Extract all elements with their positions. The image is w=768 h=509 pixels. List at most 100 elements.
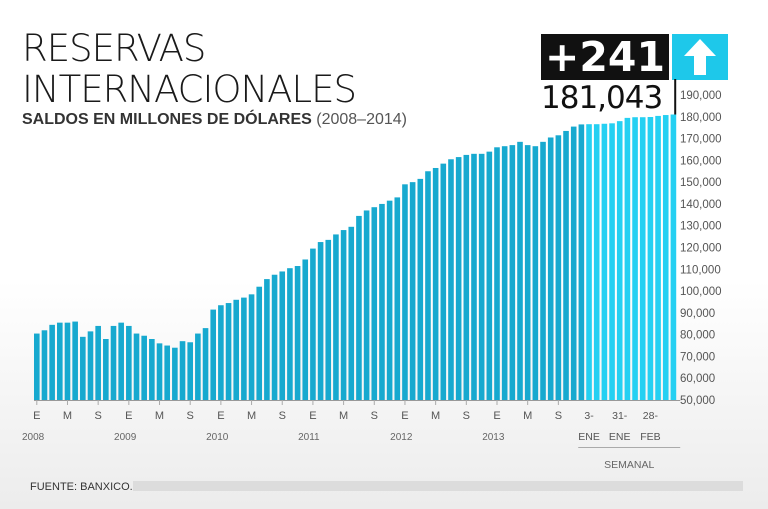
bar: [264, 279, 270, 400]
bar: [202, 328, 209, 400]
bar: [356, 215, 362, 400]
weekly-tick-day: 3-: [584, 410, 594, 422]
bar: [432, 167, 439, 400]
x-tick-label: E: [401, 410, 408, 422]
bar: [294, 266, 301, 400]
x-tick-label: M: [339, 410, 348, 422]
bar: [187, 342, 193, 400]
bar: [402, 184, 408, 400]
year-label: 2009: [114, 432, 137, 443]
bar: [440, 163, 447, 401]
bar: [471, 153, 477, 400]
bar: [662, 115, 669, 400]
weekly-section-label: SEMANAL: [604, 459, 654, 471]
x-tick-label: M: [155, 410, 164, 422]
bar: [103, 339, 109, 400]
x-tick-label: M: [523, 410, 532, 422]
bar: [310, 248, 316, 400]
x-tick-label: E: [125, 410, 132, 422]
bar: [593, 124, 600, 400]
weekly-tick-month: ENE: [609, 431, 631, 443]
bar: [72, 321, 78, 400]
x-tick-label: M: [247, 410, 256, 422]
bar: [609, 123, 615, 400]
arrow-up-icon-graphic: [684, 39, 716, 75]
bar: [647, 117, 654, 400]
bar: [233, 299, 240, 400]
bar: [218, 305, 224, 400]
bar: [302, 259, 309, 400]
y-tick-label: 160,000: [680, 155, 722, 167]
bar: [501, 146, 508, 400]
chart-title: RESERVAS INTERNACIONALES: [22, 28, 357, 111]
bar: [555, 135, 562, 401]
y-tick-label: 50,000: [680, 395, 715, 407]
bar: [655, 115, 661, 400]
bar: [317, 242, 324, 400]
y-tick-label: 180,000: [680, 112, 722, 124]
x-tick-label: M: [431, 410, 440, 422]
bar: [271, 274, 278, 400]
y-tick-label: 150,000: [680, 177, 722, 189]
bar: [540, 141, 546, 400]
bar: [486, 151, 493, 400]
bar: [417, 178, 424, 401]
y-tick-label: 140,000: [680, 199, 722, 211]
weekly-tick-day: 28-: [643, 410, 659, 422]
bar: [87, 331, 94, 401]
bar: [348, 226, 355, 400]
year-label: 2012: [390, 432, 413, 443]
bar: [279, 271, 286, 400]
bar: [57, 322, 63, 400]
bar: [110, 325, 117, 400]
bar: [509, 145, 516, 400]
chart-subtitle: SALDOS EN MILLONES DE DÓLARES (2008–2014…: [22, 111, 407, 129]
x-tick-label: E: [217, 410, 224, 422]
bar: [455, 157, 462, 400]
bar: [478, 153, 485, 400]
weekly-tick-month: FEB: [640, 431, 660, 443]
bar: [333, 234, 339, 400]
latest-value: 181,043: [541, 80, 663, 116]
y-tick-label: 70,000: [680, 351, 715, 363]
y-tick-label: 110,000: [680, 264, 721, 276]
x-tick-label: S: [94, 410, 101, 422]
x-tick-label: M: [63, 410, 72, 422]
subtitle-units: SALDOS EN MILLONES DE DÓLARES: [22, 111, 312, 128]
y-tick-label: 80,000: [680, 330, 715, 342]
arrow-up-icon: [672, 34, 728, 80]
bar: [225, 303, 232, 400]
year-label: 2011: [298, 432, 320, 443]
title-line-2: INTERNACIONALES: [22, 68, 357, 111]
bar: [409, 182, 416, 400]
bar: [371, 207, 378, 400]
bar: [195, 333, 201, 400]
bar: [547, 137, 554, 401]
bar: [425, 171, 431, 400]
bar: [156, 343, 163, 400]
bar: [601, 123, 608, 400]
bar: [164, 345, 170, 400]
bar: [241, 297, 247, 400]
subtitle-period: (2008–2014): [316, 111, 407, 128]
x-tick-label: E: [33, 410, 40, 422]
y-tick-label: 120,000: [680, 243, 722, 255]
bar: [172, 347, 178, 400]
x-tick-label: S: [555, 410, 562, 422]
bar: [256, 286, 263, 400]
bar: [624, 117, 631, 401]
x-tick-label: S: [371, 410, 378, 422]
bar: [394, 197, 401, 400]
x-tick-label: E: [309, 410, 316, 422]
weekly-tick-month: ENE: [578, 431, 600, 443]
bar: [363, 210, 370, 400]
bar: [563, 130, 569, 400]
y-tick-label: 100,000: [680, 286, 722, 298]
bar: [616, 121, 623, 400]
y-tick-label: 130,000: [680, 221, 722, 233]
bar: [340, 230, 347, 400]
bar: [248, 294, 255, 400]
bar: [586, 124, 592, 400]
bar: [80, 336, 86, 400]
bar: [64, 322, 71, 400]
